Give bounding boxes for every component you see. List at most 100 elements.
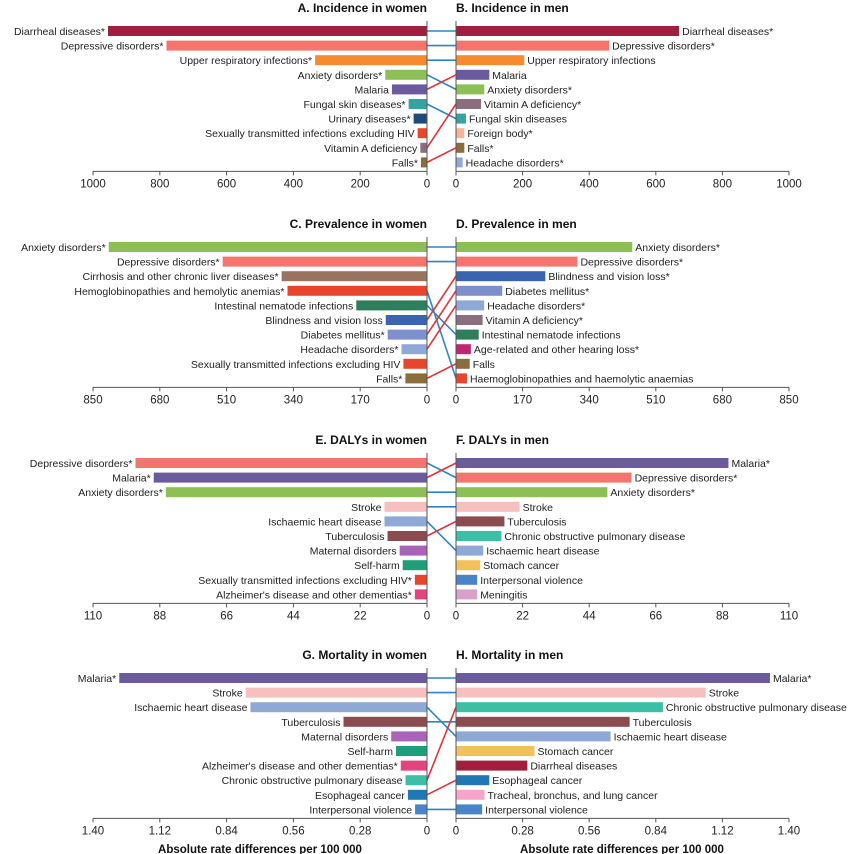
bar-right (456, 458, 729, 468)
tick-label-left: 0 (424, 825, 430, 837)
bar-right (456, 40, 610, 51)
tick-label-left: 22 (354, 610, 367, 622)
bar-right (456, 315, 483, 325)
slope-line (426, 74, 457, 91)
slope-line (426, 363, 457, 380)
bar-left (408, 99, 427, 109)
bar-label-left: Fungal skin diseases* (303, 99, 405, 111)
bar-label-left: Alzheimer's disease and other dementias* (202, 761, 398, 773)
bar-left (250, 702, 427, 713)
bar-label-right: Diarrheal diseases (530, 761, 617, 773)
bar-label-left: Depressive disorders* (117, 257, 220, 269)
bar-label-left: Sexually transmitted infections excludin… (191, 359, 401, 371)
slope-line (426, 462, 457, 479)
bar-right (456, 157, 463, 168)
tick-label-left: 340 (284, 394, 303, 406)
panel-title-left: E. DALYs in women (315, 433, 427, 447)
bar-right (456, 84, 485, 95)
tick-label-right: 1.40 (778, 825, 800, 837)
bar-label-left: Intestinal nematode infections (214, 300, 353, 312)
bar-label-right: Vitamin A deficiency* (484, 99, 581, 111)
bar-label-left: Stroke (212, 688, 243, 700)
tick-label-left: 200 (351, 178, 370, 190)
bar-label-right: Intestinal nematode infections (482, 330, 621, 342)
tick-label-right: 850 (779, 394, 798, 406)
tick-label-right: 22 (516, 610, 529, 622)
bar-right (456, 673, 770, 683)
bar-left (315, 55, 427, 66)
tick-label-right: 600 (646, 178, 665, 190)
bar-left (414, 574, 427, 585)
bar-left (413, 113, 427, 124)
bar-label-left: Urinary diseases* (328, 114, 410, 126)
bar-label-left: Anxiety disorders* (21, 242, 106, 254)
bar-label-right: Stomach cancer (483, 560, 559, 572)
slope-line (426, 304, 457, 350)
bar-right (456, 344, 471, 355)
tick-label-right: 680 (713, 394, 732, 406)
tick-label-right: 110 (780, 610, 798, 622)
bar-label-left: Falls* (376, 373, 402, 385)
bar-left (153, 472, 427, 483)
bar-left (407, 789, 427, 800)
bar-left (245, 687, 427, 698)
bar-label-left: Vitamin A deficiency (324, 143, 418, 155)
bar-label-left: Malaria (354, 84, 389, 96)
bar-label-right: Malaria* (773, 673, 812, 685)
tick-label-left: 0 (424, 178, 430, 190)
tick-label-left: 0 (424, 610, 430, 622)
slope-line (426, 290, 457, 336)
bar-right (456, 746, 535, 756)
panel-title-left: G. Mortality in women (302, 648, 427, 662)
bar-label-right: Anxiety disorders* (487, 84, 572, 96)
bar-label-left: Falls* (392, 157, 418, 169)
tick-label-left: 44 (287, 610, 300, 622)
bar-label-left: Stroke (351, 502, 382, 514)
bar-label-right: Headache disorders* (466, 157, 564, 169)
bar-left (420, 157, 427, 168)
bar-label-right: Tuberculosis (633, 717, 692, 729)
bar-label-left: Malaria* (112, 473, 151, 485)
tick-label-left: 680 (150, 394, 169, 406)
bar-right (456, 804, 483, 815)
bar-left (391, 731, 427, 742)
bar-label-left: Alzheimer's disease and other dementias* (216, 589, 412, 601)
tick-label-left: 1.12 (149, 825, 171, 837)
bar-left (281, 271, 427, 282)
bar-label-right: Chronic obstructive pulmonary disease (504, 531, 685, 543)
bar-label-right: Fungal skin diseases (469, 114, 567, 126)
tick-label-left: 88 (153, 610, 166, 622)
bar-left (119, 673, 427, 683)
tick-label-left: 510 (217, 394, 236, 406)
bar-label-right: Ischaemic heart disease (614, 731, 727, 743)
bar-left (402, 560, 427, 571)
bar-right (456, 702, 663, 713)
bar-label-right: Haemoglobinopathies and haemolytic anaem… (470, 373, 694, 385)
slope-line (426, 304, 457, 336)
bar-label-right: Tuberculosis (507, 516, 566, 528)
bar-right (456, 516, 505, 527)
tick-label-left: 1.40 (82, 825, 104, 837)
bar-right (456, 300, 485, 311)
tick-label-left: 600 (217, 178, 236, 190)
bar-left (401, 344, 427, 355)
bar-left (343, 716, 427, 727)
bar-label-left: Tuberculosis (281, 717, 340, 729)
slope-line (426, 290, 457, 379)
bar-left (405, 373, 427, 384)
bar-label-right: Diabetes mellitus* (505, 286, 589, 298)
bar-label-left: Esophageal cancer (315, 790, 405, 802)
bar-right (456, 472, 632, 483)
bar-left (395, 746, 427, 756)
bar-label-left: Tuberculosis (325, 531, 384, 543)
bar-left (108, 26, 427, 36)
tick-label-right: 88 (716, 610, 729, 622)
bar-left (415, 804, 427, 815)
tick-label-left: 110 (84, 610, 102, 622)
chart-root: A. Incidence in women B. Incidence in men… (14, 1, 847, 837)
bar-label-left: Maternal disorders (310, 546, 397, 558)
bar-right (456, 373, 467, 384)
bar-left (399, 545, 427, 556)
bar-right (456, 789, 485, 800)
bar-label-left: Depressive disorders* (61, 41, 164, 53)
